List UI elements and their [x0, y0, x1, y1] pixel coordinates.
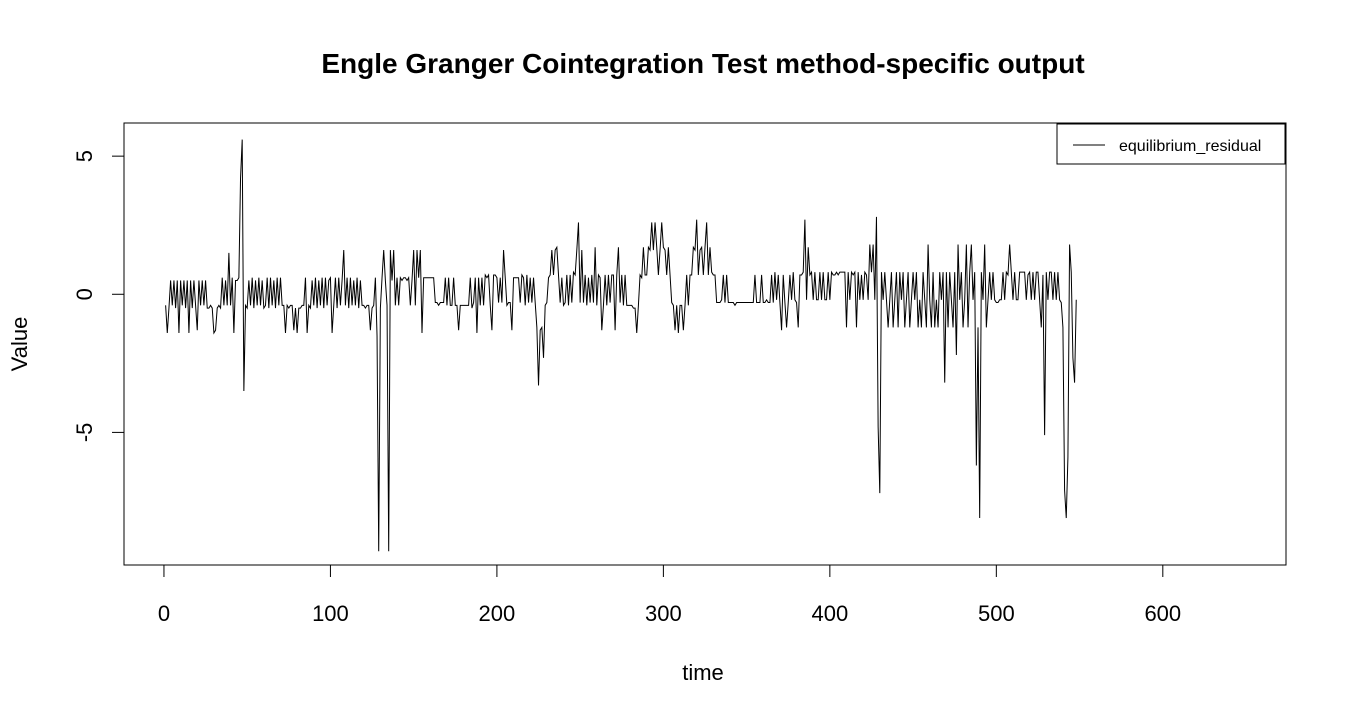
y-tick-label: 5	[72, 150, 97, 162]
legend-box	[1056, 123, 1286, 165]
legend: equilibrium_residual	[1056, 123, 1286, 165]
legend-label: equilibrium_residual	[1119, 138, 1261, 155]
y-axis: -5 0 5	[72, 150, 125, 443]
plot-frame	[123, 122, 1287, 566]
x-tick-label: 0	[158, 601, 170, 626]
x-tick-label: 100	[312, 601, 349, 626]
x-tick-label: 600	[1144, 601, 1181, 626]
x-axis-label: time	[682, 660, 724, 685]
x-tick-label: 300	[645, 601, 682, 626]
series-layer	[165, 139, 1077, 552]
x-tick-label: 200	[479, 601, 516, 626]
x-tick-label: 500	[978, 601, 1015, 626]
x-axis: 0 100 200 300 400 500 600	[158, 564, 1181, 626]
chart-title: Engle Granger Cointegration Test method-…	[321, 48, 1084, 79]
y-axis-label: Value	[7, 317, 32, 372]
series-line-equilibrium-residual	[165, 139, 1077, 552]
x-tick-label: 400	[811, 601, 848, 626]
y-tick-label: 0	[72, 288, 97, 300]
y-tick-label: -5	[72, 423, 97, 443]
